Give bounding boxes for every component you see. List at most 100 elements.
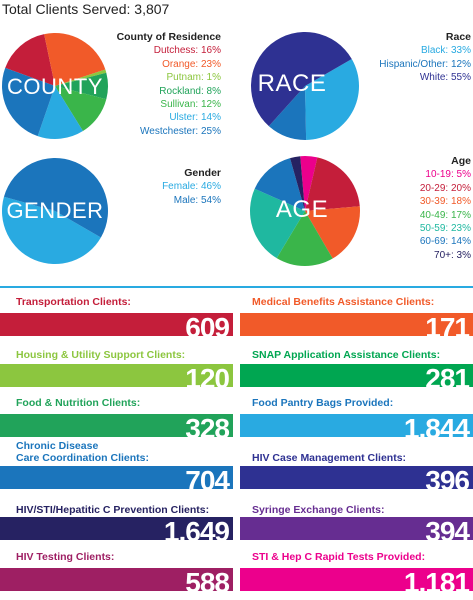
stat-bar: 171 xyxy=(240,313,473,336)
stat-label: Chronic Disease Care Coordination Client… xyxy=(16,440,150,464)
stat-bar: 588 xyxy=(0,568,233,591)
stat-value: 704 xyxy=(185,466,230,489)
stat-bar: 120 xyxy=(0,364,233,387)
stat-bar: 396 xyxy=(240,466,473,489)
pie-slice-50-59 xyxy=(250,188,305,259)
pie-slice-60-69 xyxy=(254,158,305,211)
race-legend: Race Black: 33% Hispanic/Other: 12% Whit… xyxy=(341,31,471,85)
age-pie-label: AGE xyxy=(275,196,329,223)
legend-item-rockland: Rockland: 8% xyxy=(159,85,221,97)
stat-housing-utility: Housing & Utility Support Clients: 120 xyxy=(0,349,233,391)
race-pie-label: RACE xyxy=(257,70,327,97)
county-legend: County of Residence Dutchess: 16% Orange… xyxy=(91,31,221,138)
stat-label: Syringe Exchange Clients: xyxy=(252,504,385,516)
stat-value: 396 xyxy=(425,466,470,489)
stat-label: Food Pantry Bags Provided: xyxy=(252,397,394,409)
pie-slice-10-19 xyxy=(300,156,318,211)
pie-slice-ulster xyxy=(37,86,83,140)
pie-slice-70- xyxy=(290,156,305,211)
stat-label: HIV Testing Clients: xyxy=(16,551,115,563)
legend-item-30-39: 30-39: 18% xyxy=(419,196,471,208)
pie-slice-white xyxy=(251,32,352,127)
legend-item-hispanic-other: Hispanic/Other: 12% xyxy=(379,58,471,70)
legend-item-70-plus: 70+: 3% xyxy=(434,249,471,261)
legend-item-dutchess: Dutchess: 16% xyxy=(153,45,221,57)
legend-item-ulster: Ulster: 14% xyxy=(169,112,221,124)
legend-item-white: White: 55% xyxy=(419,72,471,84)
county-pie-label: COUNTY xyxy=(7,74,103,99)
legend-item-60-69: 60-69: 14% xyxy=(419,236,471,248)
stat-value: 609 xyxy=(185,313,230,336)
age-pie-chart xyxy=(250,156,360,267)
legend-item-black: Black: 33% xyxy=(420,45,471,57)
stat-bar: 609 xyxy=(0,313,233,336)
county-pie-chart xyxy=(2,32,108,140)
stat-label: SNAP Application Assistance Clients: xyxy=(252,349,441,361)
stat-bar: 328 xyxy=(0,414,233,437)
pie-slice-black xyxy=(305,59,360,140)
race-pie-chart xyxy=(251,32,360,141)
pie-slice-orange xyxy=(44,32,106,86)
stat-label: Medical Benefits Assistance Clients: xyxy=(252,296,435,308)
county-legend-title: County of Residence xyxy=(116,31,221,43)
legend-item-40-49: 40-49: 17% xyxy=(419,209,471,221)
stat-value: 281 xyxy=(425,364,470,387)
stat-value: 394 xyxy=(425,517,470,540)
gender-legend-title: Gender xyxy=(184,167,221,179)
stat-label: Housing & Utility Support Clients: xyxy=(16,349,186,361)
stat-hiv-case-management: HIV Case Management Clients: 396 xyxy=(240,452,473,492)
total-clients-heading: Total Clients Served: 3,807 xyxy=(2,1,170,17)
stat-value: 328 xyxy=(185,414,230,437)
race-legend-title: Race xyxy=(445,31,471,43)
stat-value: 120 xyxy=(185,364,230,387)
stat-sti-hep-c-tests: STI & Hep C Rapid Tests Provided: 1,181 xyxy=(240,551,473,595)
stat-hiv-sti-prevention: HIV/STI/Hepatitic C Prevention Clients: … xyxy=(0,504,233,546)
legend-item-sullivan: Sullivan: 12% xyxy=(160,99,221,111)
stat-chronic-disease: Chronic Disease Care Coordination Client… xyxy=(0,440,233,492)
stat-bar: 1,181 xyxy=(240,568,473,591)
stat-bar: 704 xyxy=(0,466,233,489)
stat-label: Food & Nutrition Clients: xyxy=(16,397,141,409)
pie-slice-female xyxy=(1,196,101,265)
stat-label: HIV Case Management Clients: xyxy=(252,452,407,464)
pie-slice-westchester xyxy=(2,67,56,137)
stat-snap-application: SNAP Application Assistance Clients: 281 xyxy=(240,349,473,391)
stat-bar: 281 xyxy=(240,364,473,387)
stat-syringe-exchange: Syringe Exchange Clients: 394 xyxy=(240,504,473,546)
stat-food-pantry: Food Pantry Bags Provided: 1,844 xyxy=(240,397,473,439)
pie-slice-dutchess xyxy=(5,34,55,86)
stat-value: 588 xyxy=(185,568,230,591)
stat-label: Transportation Clients: xyxy=(16,296,131,308)
pie-slice-sullivan xyxy=(55,86,107,132)
pie-slice-rockland xyxy=(55,72,108,100)
legend-item-westchester: Westchester: 25% xyxy=(140,125,221,137)
stat-bar: 1,649 xyxy=(0,517,233,540)
pie-slice-20-29 xyxy=(305,157,360,211)
age-legend-title: Age xyxy=(451,155,471,167)
stat-transportation: Transportation Clients: 609 xyxy=(0,296,233,338)
stat-value: 1,649 xyxy=(163,517,230,540)
stat-bar: 394 xyxy=(240,517,473,540)
stat-food-nutrition: Food & Nutrition Clients: 328 xyxy=(0,397,233,439)
legend-item-20-29: 20-29: 20% xyxy=(419,182,471,194)
stat-value: 1,844 xyxy=(403,414,470,437)
legend-item-male: Male: 54% xyxy=(173,194,221,206)
legend-item-10-19: 10-19: 5% xyxy=(425,169,471,181)
stat-value: 171 xyxy=(425,313,470,336)
pie-slice-40-49 xyxy=(276,211,333,267)
stat-bar: 1,844 xyxy=(240,414,473,437)
stat-value: 1,181 xyxy=(403,568,470,591)
pie-slice-male xyxy=(3,158,108,238)
pie-slice-putnam xyxy=(55,69,107,86)
age-legend: Age 10-19: 5% 20-29: 20% 30-39: 18% 40-4… xyxy=(391,155,471,262)
legend-item-putnam: Putnam: 1% xyxy=(166,72,221,84)
stat-label: HIV/STI/Hepatitic C Prevention Clients: xyxy=(16,504,210,516)
stat-label: STI & Hep C Rapid Tests Provided: xyxy=(252,551,426,563)
section-divider xyxy=(0,286,473,288)
stat-medical-benefits: Medical Benefits Assistance Clients: 171 xyxy=(240,296,473,338)
stat-hiv-testing: HIV Testing Clients: 588 xyxy=(0,551,233,595)
gender-pie-label: GENDER xyxy=(6,198,104,223)
pie-slice-hispanic-other xyxy=(268,86,307,141)
legend-item-orange: Orange: 23% xyxy=(162,58,221,70)
legend-item-female: Female: 46% xyxy=(162,181,221,193)
